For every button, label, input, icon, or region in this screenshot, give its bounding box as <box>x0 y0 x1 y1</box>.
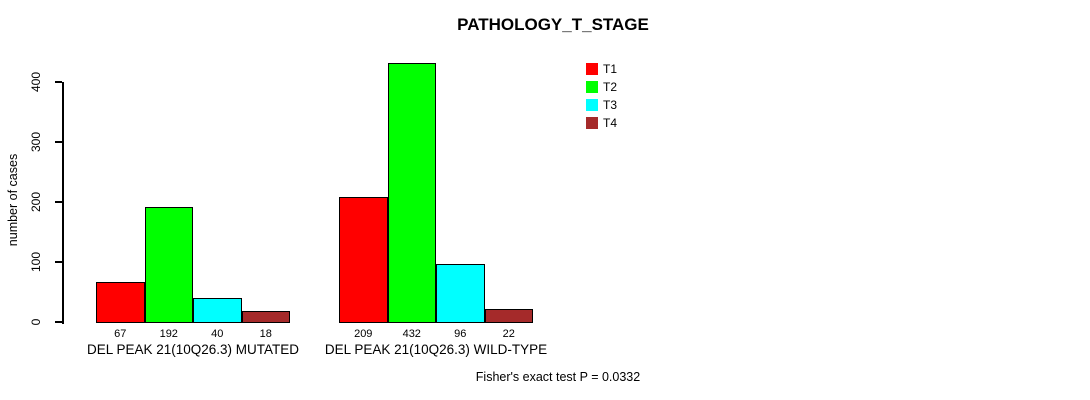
bar-T3-group1 <box>193 298 242 323</box>
bar-value-label: 209 <box>354 328 373 340</box>
y-axis-tick <box>55 261 62 263</box>
chart-title: PATHOLOGY_T_STAGE <box>457 15 649 34</box>
y-tick-label: 400 <box>29 71 43 93</box>
y-axis-tick <box>55 201 62 203</box>
legend-label: T3 <box>603 98 618 112</box>
bar-value-label: 67 <box>114 328 127 340</box>
legend-item-T3: T3 <box>586 99 617 111</box>
bar-value-label: 40 <box>211 328 224 340</box>
category-label: DEL PEAK 21(10Q26.3) MUTATED <box>86 342 300 357</box>
bar-value-label: 192 <box>159 328 178 340</box>
bar-T1-group1 <box>96 281 145 323</box>
y-tick-label: 100 <box>29 251 43 273</box>
y-axis-tick <box>55 141 62 143</box>
y-tick-label: 300 <box>29 131 43 153</box>
annotation-text: Fisher's exact test P = 0.0332 <box>475 370 641 384</box>
legend-item-T1: T1 <box>586 63 617 75</box>
legend-item-T2: T2 <box>586 81 617 93</box>
legend-label: T4 <box>603 116 618 130</box>
bar-T2-group1 <box>144 206 193 323</box>
bar-value-label: 22 <box>502 328 515 340</box>
y-axis-tick <box>55 81 62 83</box>
bar-T2-group2 <box>387 62 436 323</box>
bar-T4-group1 <box>241 311 290 323</box>
legend-label: T1 <box>603 62 618 76</box>
legend-swatch-T3 <box>586 99 598 111</box>
y-axis-tick <box>55 321 62 323</box>
bar-T1-group2 <box>339 196 388 323</box>
legend-label: T2 <box>603 80 618 94</box>
bar-T3-group2 <box>436 264 485 323</box>
legend-swatch-T1 <box>586 63 598 75</box>
y-axis <box>62 82 64 324</box>
bar-value-label: 432 <box>402 328 421 340</box>
y-axis-label: number of cases <box>6 153 20 247</box>
legend: T1 T2 T3 T4 <box>586 63 617 129</box>
bar-value-label: 18 <box>259 328 272 340</box>
bar-value-label: 96 <box>454 328 467 340</box>
y-tick-label: 0 <box>29 318 43 326</box>
legend-item-T4: T4 <box>586 117 617 129</box>
y-tick-label: 200 <box>29 191 43 213</box>
legend-swatch-T4 <box>586 117 598 129</box>
category-label: DEL PEAK 21(10Q26.3) WILD-TYPE <box>324 342 548 357</box>
bar-T4-group2 <box>484 308 533 323</box>
legend-swatch-T2 <box>586 81 598 93</box>
